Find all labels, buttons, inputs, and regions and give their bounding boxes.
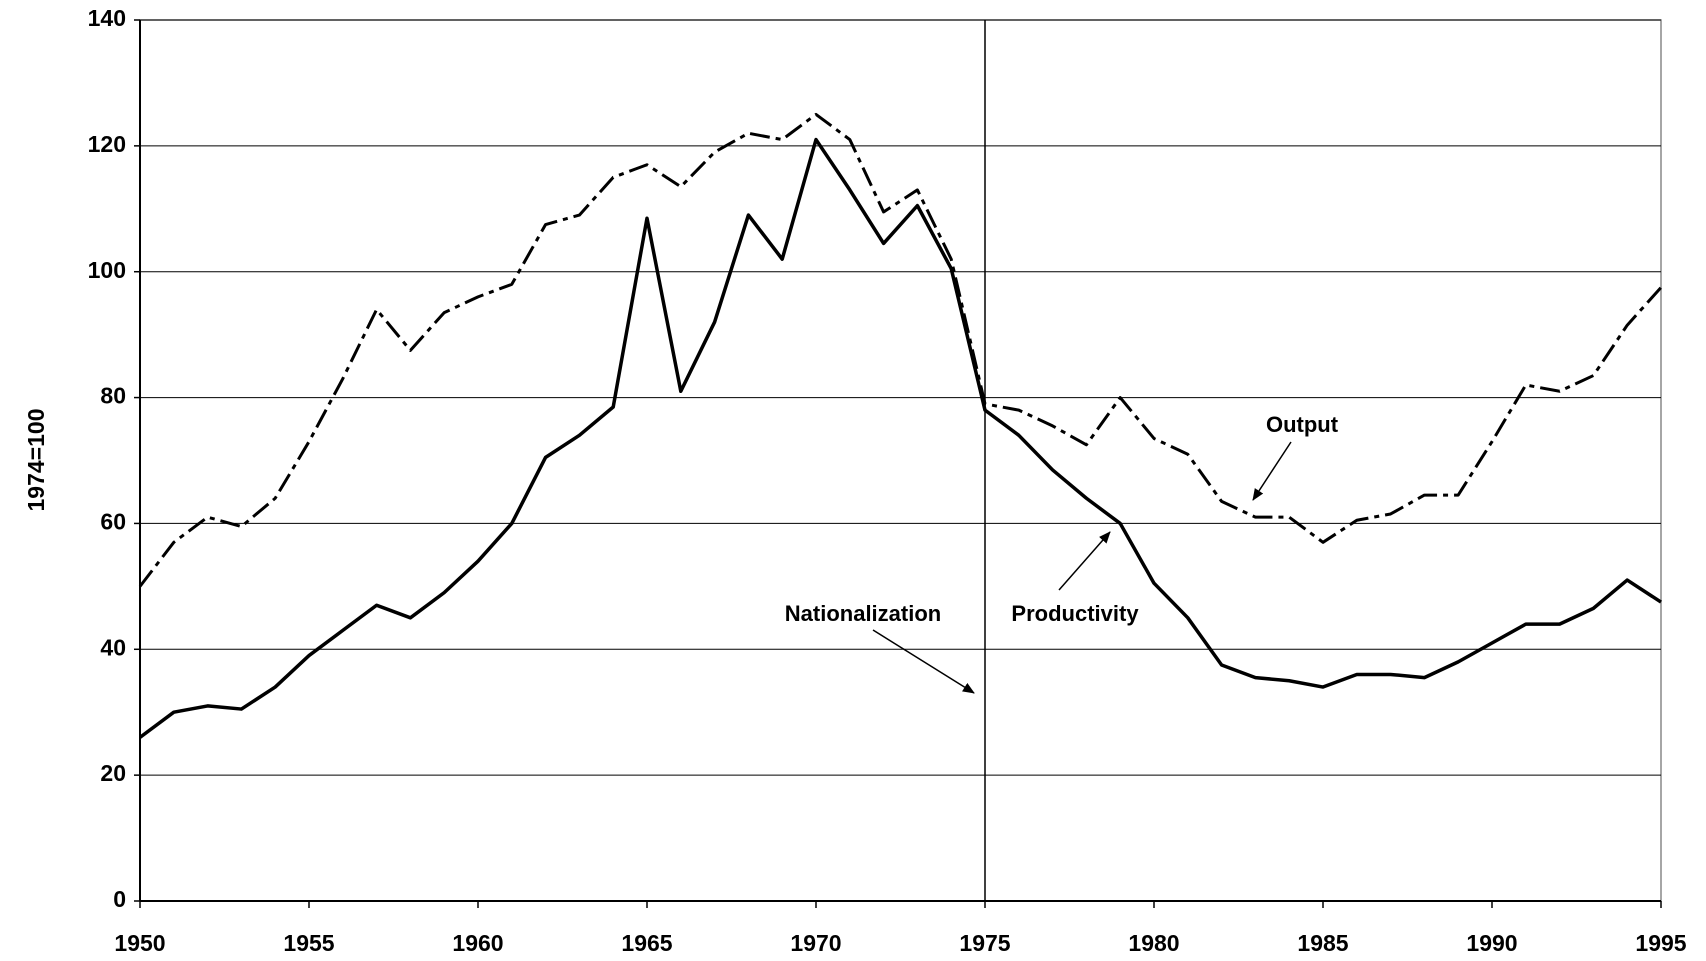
x-tick-label: 1995 <box>1635 930 1686 956</box>
y-tick-label: 40 <box>100 634 126 660</box>
x-tick-label: 1990 <box>1466 930 1517 956</box>
series-annotation: Productivity <box>1011 601 1139 626</box>
y-tick-label: 100 <box>88 257 126 283</box>
x-tick-label: 1970 <box>790 930 841 956</box>
plot-area <box>139 19 1662 902</box>
x-tick-label: 1965 <box>621 930 672 956</box>
vline-annotation: Nationalization <box>785 601 941 626</box>
y-axis-label: 1974=100 <box>23 409 49 512</box>
y-tick-label: 80 <box>100 383 126 409</box>
x-tick-label: 1985 <box>1297 930 1348 956</box>
series-annotation: Output <box>1266 412 1339 437</box>
nationalization-arrow <box>872 629 975 694</box>
y-tick-label: 120 <box>88 131 126 157</box>
x-tick-label: 1980 <box>1128 930 1179 956</box>
y-tick-label: 60 <box>100 509 126 535</box>
series-line <box>138 112 1663 588</box>
y-tick-label: 20 <box>100 760 126 786</box>
x-tick-label: 1975 <box>959 930 1010 956</box>
x-tick-label: 1960 <box>452 930 503 956</box>
series-line <box>138 137 1662 739</box>
y-tick-label: 140 <box>88 5 126 31</box>
x-tick-label: 1955 <box>283 930 334 956</box>
y-tick-label: 0 <box>113 886 126 912</box>
productivity-arrow <box>1058 531 1111 591</box>
output-arrow <box>1252 441 1292 501</box>
x-tick-label: 1950 <box>114 930 165 956</box>
